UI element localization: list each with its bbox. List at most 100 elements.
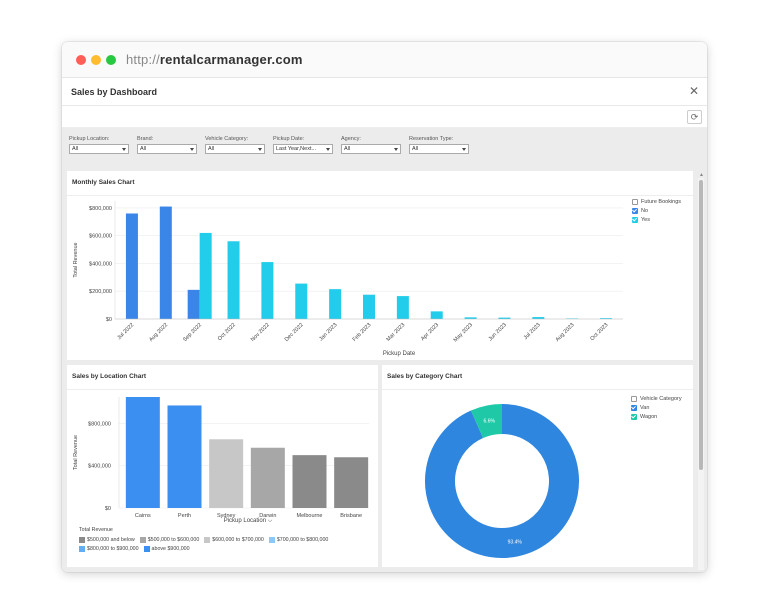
close-window-dot[interactable] bbox=[76, 55, 86, 65]
y-tick-label: $200,000 bbox=[89, 289, 112, 295]
x-tick-label: May 2023 bbox=[453, 322, 474, 343]
address-text[interactable]: http://rentalcarmanager.com bbox=[126, 52, 303, 67]
checkbox-checked-icon[interactable] bbox=[631, 413, 637, 420]
pickup-location-select[interactable]: All bbox=[69, 144, 129, 154]
legend-item[interactable]: $500,000 to $600,000 bbox=[139, 537, 200, 543]
legend-label: Wagon bbox=[640, 413, 658, 420]
filter-label: Vehicle Category: bbox=[205, 136, 249, 142]
legend-item-van[interactable]: Van bbox=[631, 403, 682, 412]
bar-cairns bbox=[125, 397, 160, 508]
category-sales-panel: Sales by Category Chart 93.4% 6.6% Vehicl… bbox=[382, 365, 693, 567]
bar-yes bbox=[329, 289, 342, 319]
legend-label: $800,000 to $900,000 bbox=[87, 546, 139, 552]
legend-label: $500,000 to $600,000 bbox=[147, 537, 200, 543]
bar-yes bbox=[261, 262, 274, 319]
scroll-up-icon[interactable]: ▲ bbox=[699, 172, 704, 178]
checkbox-checked-icon[interactable] bbox=[632, 207, 638, 214]
x-tick-label: Cairns bbox=[135, 513, 151, 519]
legend-label: Yes bbox=[641, 216, 650, 223]
legend-label: $600,000 to $700,000 bbox=[212, 537, 264, 543]
location-sales-chart: $0 $400,000 $800,000 Total Revenue Cairns Per… bbox=[73, 397, 369, 524]
panel-divider bbox=[382, 389, 693, 390]
x-tick-label: Dec 2022 bbox=[284, 322, 305, 343]
checkbox-icon[interactable] bbox=[631, 395, 637, 402]
monthly-legend: Future Bookings No Yes bbox=[632, 197, 681, 224]
legend-swatch bbox=[143, 546, 150, 552]
x-tick-label: Aug 2023 bbox=[555, 322, 576, 343]
x-tick-label: Jul 2023 bbox=[523, 322, 542, 341]
location-sales-panel: Sales by Location Chart $0 $400,000 $800,0… bbox=[67, 365, 378, 567]
toolbar: ⟳ bbox=[62, 106, 707, 128]
bar-yes bbox=[464, 317, 477, 319]
y-axis-label: Total Revenue bbox=[73, 242, 79, 277]
x-tick-label: Feb 2023 bbox=[352, 322, 373, 343]
filter-label: Brand: bbox=[137, 136, 154, 142]
y-tick-label: $400,000 bbox=[88, 464, 111, 470]
vehicle-category-select[interactable]: All bbox=[205, 144, 265, 154]
agency-select[interactable]: All bbox=[341, 144, 401, 154]
browser-url-bar: http://rentalcarmanager.com bbox=[62, 42, 707, 78]
x-tick-label: Brisbane bbox=[340, 513, 362, 519]
bar-yes bbox=[227, 241, 240, 319]
legend-item[interactable]: $700,000 to $800,000 bbox=[268, 537, 329, 543]
filter-agency: Agency: All bbox=[341, 136, 401, 154]
x-tick-label: Oct 2022 bbox=[217, 322, 237, 342]
legend-item[interactable]: $800,000 to $900,000 bbox=[79, 546, 139, 552]
x-tick-label: Nov 2022 bbox=[250, 322, 271, 343]
panel-divider bbox=[67, 195, 693, 196]
x-tick-label: Aug 2022 bbox=[148, 322, 169, 343]
checkbox-checked-icon[interactable] bbox=[632, 216, 638, 223]
x-tick-label: Jun 2023 bbox=[488, 322, 508, 342]
filter-label: Agency: bbox=[341, 136, 361, 142]
y-tick-label: $400,000 bbox=[89, 261, 112, 267]
category-sales-title: Sales by Category Chart bbox=[387, 373, 463, 380]
y-tick-label: $0 bbox=[105, 506, 111, 512]
legend-item[interactable]: above $900,000 bbox=[143, 546, 190, 552]
bar-melbourne bbox=[292, 455, 327, 508]
x-tick-label: Jul 2022 bbox=[116, 322, 135, 341]
legend-title: Future Bookings bbox=[641, 198, 682, 205]
legend-title: Vehicle Category bbox=[640, 395, 682, 402]
scrollbar-thumb[interactable] bbox=[699, 180, 703, 470]
bar-yes bbox=[396, 296, 409, 319]
legend-label: $700,000 to $800,000 bbox=[276, 537, 329, 543]
dialog-title-bar: Sales by Dashboard ✕ bbox=[62, 78, 707, 106]
legend-item-yes[interactable]: Yes bbox=[632, 215, 681, 224]
filter-label: Pickup Date: bbox=[273, 136, 305, 142]
bar-yes bbox=[363, 294, 375, 319]
maximize-window-dot[interactable] bbox=[106, 55, 116, 65]
close-icon[interactable]: ✕ bbox=[688, 84, 699, 98]
x-tick-label: Sep 2022 bbox=[182, 322, 203, 343]
filter-brand: Brand: All bbox=[137, 136, 197, 154]
y-tick-label: $800,000 bbox=[89, 206, 112, 212]
filter-vehicle-category: Vehicle Category: All bbox=[205, 136, 265, 154]
x-tick-label: Mar 2023 bbox=[386, 322, 407, 343]
legend-item-no[interactable]: No bbox=[632, 206, 681, 215]
legend-item[interactable]: $600,000 to $700,000 bbox=[204, 537, 264, 543]
bar-sydney bbox=[209, 439, 244, 508]
filter-reservation-type: Reservation Type: All bbox=[409, 136, 469, 154]
bar-brisbane bbox=[334, 457, 369, 508]
checkbox-checked-icon[interactable] bbox=[631, 404, 637, 411]
x-tick-label: Perth bbox=[178, 513, 191, 519]
x-tick-label: Oct 2023 bbox=[589, 322, 609, 342]
legend-items: $500,000 and below $500,000 to $600,000 $6… bbox=[79, 537, 379, 552]
url-host: rentalcarmanager.com bbox=[159, 52, 303, 67]
minimize-window-dot[interactable] bbox=[91, 55, 101, 65]
reservation-type-select[interactable]: All bbox=[409, 144, 469, 154]
refresh-icon[interactable]: ⟳ bbox=[687, 110, 702, 124]
x-axis-label: Pickup Location ⌵ bbox=[224, 518, 273, 524]
x-tick-label: Melbourne bbox=[297, 513, 323, 519]
legend-item-wagon[interactable]: Wagon bbox=[631, 412, 682, 421]
brand-select[interactable]: All bbox=[137, 144, 197, 154]
pickup-date-select[interactable]: Last Year,Next... bbox=[273, 144, 333, 154]
y-axis-label: Total Revenue bbox=[73, 435, 79, 470]
legend-swatch bbox=[139, 537, 146, 543]
x-tick-label: Apr 2023 bbox=[420, 322, 440, 342]
legend-item[interactable]: $500,000 and below bbox=[79, 537, 135, 543]
legend-title-row: Vehicle Category bbox=[631, 394, 682, 403]
monthly-sales-panel: Monthly Sales Chart $0 $200,000 $400,000 $6… bbox=[67, 171, 693, 360]
bar-darwin bbox=[250, 447, 285, 508]
y-tick-label: $0 bbox=[106, 317, 112, 323]
checkbox-icon[interactable] bbox=[632, 198, 638, 205]
